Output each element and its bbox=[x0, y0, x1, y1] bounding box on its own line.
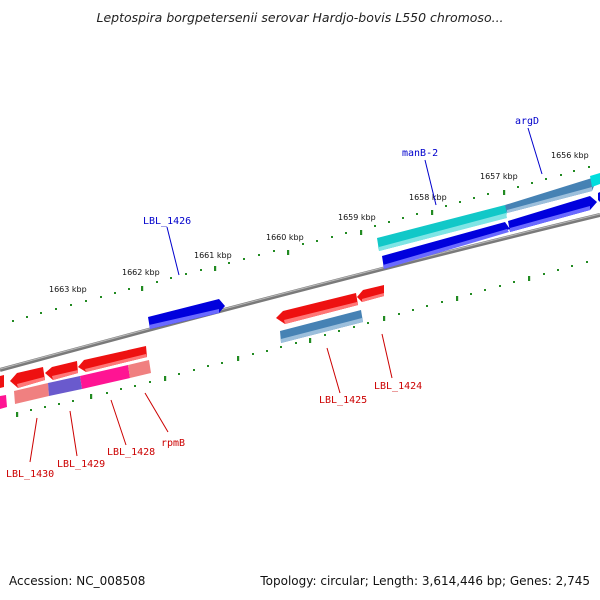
gene-arrow bbox=[590, 173, 600, 187]
gene-arrow bbox=[52, 370, 78, 380]
gene-label-LBL_1424: LBL_1424 bbox=[374, 381, 422, 392]
gene-arrow bbox=[85, 354, 147, 372]
tick-label: 1662 kbp bbox=[122, 268, 160, 277]
gene-arrow bbox=[128, 360, 151, 378]
tick-label: 1657 kbp bbox=[480, 172, 518, 181]
accession-text: Accession: NC_008508 bbox=[9, 574, 146, 588]
gene-arrow bbox=[78, 346, 147, 372]
gene-arrow bbox=[17, 377, 45, 388]
gene-arrow bbox=[80, 365, 130, 389]
tick-label: 1659 kbp bbox=[338, 213, 376, 222]
gene-arrow bbox=[379, 213, 507, 251]
gene-label-LBL_1429: LBL_1429 bbox=[57, 459, 105, 470]
map-title: Leptospira borgpetersenii serovar Hardjo… bbox=[96, 10, 504, 25]
gene-labels: argD manB-2 LBL_1426 LBL_1424 LBL_1425 r… bbox=[6, 116, 539, 480]
gene-arrow bbox=[149, 309, 219, 329]
tick-label: 1658 kbp bbox=[409, 193, 447, 202]
tick-label: 1660 kbp bbox=[266, 233, 304, 242]
gene-label-LBL_1426: LBL_1426 bbox=[143, 216, 191, 227]
inner-tick-ring bbox=[16, 261, 588, 417]
tick-labels: 1656 kbp 1657 kbp 1658 kbp 1659 kbp 1660… bbox=[49, 151, 589, 294]
gene-arrow bbox=[14, 383, 49, 404]
gene-arrow bbox=[505, 178, 594, 213]
topology-summary: Topology: circular; Length: 3,614,446 bp… bbox=[260, 574, 590, 588]
gene-arrow bbox=[507, 187, 592, 213]
gene-label-rpmB: rpmB bbox=[161, 438, 185, 449]
gene-arrow bbox=[0, 395, 7, 409]
gene-label-LBL_1430: LBL_1430 bbox=[6, 469, 54, 480]
tick-label: 1661 kbp bbox=[194, 251, 232, 260]
gene-label-manB-2: manB-2 bbox=[402, 148, 438, 159]
reverse-genes bbox=[0, 285, 384, 409]
tick-label: 1663 kbp bbox=[49, 285, 87, 294]
chromosome-backbone bbox=[0, 213, 600, 372]
gene-arrow bbox=[383, 229, 509, 269]
tick-label: 1656 kbp bbox=[551, 151, 589, 160]
gene-label-argD: argD bbox=[515, 116, 539, 127]
gene-arrow bbox=[10, 367, 45, 388]
gene-arrow bbox=[362, 293, 384, 302]
gene-arrow bbox=[510, 206, 590, 232]
forward-genes bbox=[148, 173, 600, 329]
gene-arrow bbox=[276, 293, 358, 324]
gene-label-LBL_1425: LBL_1425 bbox=[319, 395, 367, 406]
gene-arrow bbox=[284, 302, 358, 324]
outer-tick-ring bbox=[12, 166, 590, 322]
label-leaders bbox=[29, 127, 543, 463]
gene-arrow bbox=[0, 375, 4, 388]
gene-arrow bbox=[281, 318, 363, 343]
gene-label-LBL_1428: LBL_1428 bbox=[107, 447, 155, 458]
gene-arrow bbox=[48, 376, 82, 396]
